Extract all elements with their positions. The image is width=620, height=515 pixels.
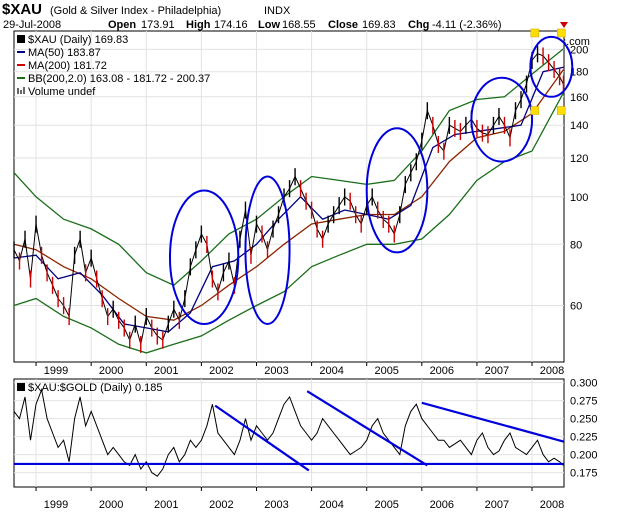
yellow-marker	[556, 106, 566, 115]
bb-lower-line	[13, 92, 564, 354]
price-legend: $XAU (Daily) 169.83 MA(50) 183.87 MA(200…	[17, 34, 210, 98]
ratio-x-tick-label: 2006	[430, 499, 454, 511]
legend-price: $XAU (Daily) 169.83	[28, 34, 128, 46]
ratio-y-tick-label: 0.175	[570, 468, 598, 480]
highlight-ellipse	[244, 175, 291, 325]
ratio-x-tick-label: 2003	[264, 499, 288, 511]
ratio-x-tick-label: 2007	[485, 499, 509, 511]
volume-bar-icon	[17, 88, 19, 94]
highlight-ellipse	[470, 76, 534, 163]
ratio-x-tick-label: 2001	[154, 499, 178, 511]
ratio-legend-swatch	[17, 383, 25, 391]
price-x-tick-label: 2008	[540, 365, 564, 377]
price-y-tick-label: 120	[570, 153, 588, 165]
ratio-y-axis: 0.175 0.200 0.225 0.250 0.275 0.300	[570, 378, 598, 480]
close-value: 169.83	[362, 19, 396, 31]
price-x-tick-label: 2001	[154, 365, 178, 377]
down-arrow-icon	[560, 22, 568, 28]
ratio-y-tick-label: 0.300	[570, 378, 598, 390]
price-x-tick-label: 2004	[319, 365, 343, 377]
yellow-marker	[530, 28, 540, 38]
ratio-gridlines	[14, 379, 564, 487]
legend-bb: BB(200,2.0) 163.08 - 181.72 - 200.37	[28, 73, 210, 85]
ratio-line	[13, 387, 564, 477]
price-x-tick-label: 1999	[44, 365, 68, 377]
change-value: -4.11 (-2.36%)	[432, 19, 502, 31]
high-value: 174.16	[214, 19, 248, 31]
price-y-tick-label: 200	[570, 44, 588, 56]
price-y-axis: 60 80 100 120 140 160 180 200	[570, 44, 588, 312]
price-x-tick-label: 2000	[99, 365, 123, 377]
ratio-x-tick-label: 2000	[99, 499, 123, 511]
ratio-trendline	[214, 404, 310, 472]
annotation-layer	[168, 28, 574, 325]
open-label: Open	[108, 19, 136, 31]
ratio-panel	[13, 378, 565, 488]
high-label: High	[186, 19, 211, 31]
ratio-x-tick-label: 1999	[44, 499, 68, 511]
ma200-line	[13, 69, 564, 321]
legend-volume: Volume undef	[28, 86, 96, 98]
ratio-x-axis: 1999 2000 2001 2002 2003 2004 2005 2006 2007 2008	[35, 487, 564, 511]
ratio-x-tick-label: 2002	[209, 499, 233, 511]
price-y-tick-label: 60	[570, 300, 582, 312]
price-x-tick-label: 2005	[374, 365, 398, 377]
price-y-tick-label: 180	[570, 67, 588, 79]
ratio-y-tick-label: 0.275	[570, 396, 598, 408]
ratio-x-tick-label: 2005	[374, 499, 398, 511]
index-name: (Gold & Silver Index - Philadelphia)	[50, 5, 221, 17]
highlight-ellipse	[365, 127, 429, 254]
change-label: Chg	[408, 19, 429, 31]
price-y-tick-label: 140	[570, 120, 588, 132]
chart-date: 29-Jul-2008	[3, 19, 61, 31]
ratio-trendline	[421, 401, 565, 443]
low-value: 168.55	[282, 19, 316, 31]
yellow-marker	[530, 106, 540, 115]
symbol-title: $XAU	[2, 1, 42, 18]
ratio-x-tick-label: 2004	[319, 499, 343, 511]
open-value: 173.91	[141, 19, 175, 31]
price-x-tick-label: 2002	[209, 365, 233, 377]
ratio-x-tick-label: 2008	[540, 499, 564, 511]
ratio-series-group	[13, 387, 564, 477]
ratio-title: $XAU:$GOLD (Daily) 0.185	[28, 382, 163, 394]
price-y-tick-label: 80	[570, 239, 582, 251]
price-y-tick-label: 100	[570, 192, 588, 204]
yellow-marker	[556, 28, 566, 38]
legend-ma50: MA(50) 183.87	[28, 47, 101, 59]
ratio-y-tick-label: 0.200	[570, 450, 598, 462]
price-x-tick-label: 2007	[485, 365, 509, 377]
low-label: Low	[258, 19, 280, 31]
highlight-ellipse	[529, 35, 574, 98]
highlight-ellipse	[168, 189, 240, 325]
price-gridlines	[14, 31, 564, 362]
price-x-tick-label: 2003	[264, 365, 288, 377]
exchange-label: INDX	[264, 5, 291, 17]
price-y-tick-label: 160	[570, 92, 588, 104]
legend-price-swatch	[17, 35, 25, 43]
price-x-tick-label: 2006	[430, 365, 454, 377]
close-label: Close	[328, 19, 358, 31]
ratio-trendlines	[14, 390, 565, 472]
ratio-y-tick-label: 0.250	[570, 414, 598, 426]
ratio-trendline	[306, 390, 428, 467]
legend-ma200: MA(200) 181.72	[28, 60, 107, 72]
ratio-y-tick-label: 0.225	[570, 432, 598, 444]
price-x-axis: 1999 2000 2001 2002 2003 2004 2005 2006 2007 2008	[35, 362, 564, 377]
